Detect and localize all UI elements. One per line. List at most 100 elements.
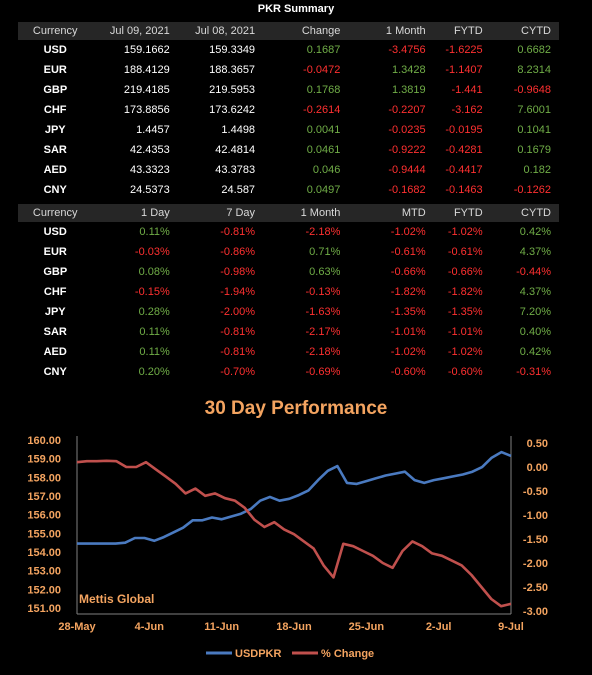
table-cell: -0.9222 <box>388 144 426 156</box>
column-header: 1 Month <box>385 25 426 37</box>
x-tick-label: 11-Jun <box>204 621 239 633</box>
table-cell: 7.20% <box>519 306 551 318</box>
currency-label: GBP <box>43 266 68 278</box>
currency-label: SAR <box>43 144 67 156</box>
table-cell: 0.1687 <box>306 44 341 56</box>
table-cell: -0.03% <box>134 246 170 258</box>
currency-label: CNY <box>43 184 67 196</box>
table-cell: -1.94% <box>220 286 256 298</box>
table-cell: -0.1682 <box>388 184 426 196</box>
column-header: 7 Day <box>226 207 256 219</box>
table-cell: -0.44% <box>516 266 551 278</box>
table-cell: 0.11% <box>139 346 170 358</box>
x-tick-label: 28-May <box>58 621 96 633</box>
pkr-performance-table: Currency 1 Day 7 Day 1 Month MTD FYTD CYTD USD 0… <box>18 204 559 382</box>
currency-label: EUR <box>43 246 67 258</box>
table-row: CNY 24.5373 24.587 0.0497 -0.1682 -0.1463 -0.1… <box>18 180 559 200</box>
table-cell: -0.70% <box>220 366 256 378</box>
y-left-tick-label: 159.00 <box>27 454 61 466</box>
column-header: CYTD <box>521 25 551 37</box>
table-cell: 1.3428 <box>392 64 426 76</box>
table-cell: 0.40% <box>519 326 551 338</box>
column-header: 1 Day <box>141 207 170 219</box>
table-cell: -1.1407 <box>445 64 483 76</box>
y-left-tick-label: 157.00 <box>27 491 61 503</box>
pkr-rates-table: Currency Jul 09, 2021 Jul 08, 2021 Change 1 … <box>18 22 559 200</box>
table-cell: 0.1679 <box>517 144 551 156</box>
table-cell: -0.4281 <box>445 144 483 156</box>
column-header: Jul 09, 2021 <box>109 25 170 37</box>
currency-label: CHF <box>43 104 67 116</box>
table-cell: 4.37% <box>519 286 551 298</box>
table-cell: 1.4457 <box>136 124 170 136</box>
table-cell: -1.441 <box>451 84 483 96</box>
table-cell: -0.60% <box>390 366 426 378</box>
table-cell: -2.17% <box>305 326 341 338</box>
currency-label: AED <box>43 164 67 176</box>
currency-label: JPY <box>44 124 66 136</box>
table-cell: 7.6001 <box>517 104 551 116</box>
table-cell: -0.0195 <box>445 124 483 136</box>
y-right-tick-label: 0.50 <box>527 438 548 450</box>
table-cell: -1.02% <box>447 226 483 238</box>
table-cell: 42.4814 <box>215 144 256 156</box>
table-cell: 8.2314 <box>517 64 551 76</box>
column-header: FYTD <box>453 25 483 37</box>
table-cell: -0.86% <box>220 246 256 258</box>
y-right-tick-label: -1.00 <box>523 510 548 522</box>
table-cell: 0.42% <box>519 346 551 358</box>
table-cell: -1.63% <box>305 306 341 318</box>
table-cell: -0.81% <box>220 346 256 358</box>
table-cell: 0.08% <box>138 266 170 278</box>
currency-label: GBP <box>43 84 68 96</box>
table-cell: -1.02% <box>447 346 483 358</box>
table-cell: -0.1262 <box>513 184 551 196</box>
table-cell: 0.28% <box>138 306 170 318</box>
table-cell: -2.18% <box>305 346 341 358</box>
legend-label-pct-change: % Change <box>321 648 374 660</box>
table-row: CHF -0.15% -1.94% -0.13% -1.82% -1.82% 4.37% <box>18 282 559 302</box>
column-header: 1 Month <box>300 207 341 219</box>
currency-label: EUR <box>43 64 67 76</box>
table-row: EUR 188.4129 188.3657 -0.0472 1.3428 -1.1407 8… <box>18 60 559 80</box>
y-left-tick-label: 152.00 <box>27 584 61 596</box>
column-header: Currency <box>32 25 78 37</box>
table-cell: -0.81% <box>220 326 256 338</box>
table-cell: -0.61% <box>390 246 426 258</box>
table-cell: 219.5953 <box>209 84 256 96</box>
table-cell: 0.42% <box>519 226 551 238</box>
series-line-pct-change <box>76 459 512 608</box>
column-header: FYTD <box>453 207 483 219</box>
x-tick-label: 9-Jul <box>498 621 524 633</box>
legend-label-usdpkr: USDPKR <box>235 648 282 660</box>
table-cell: -1.02% <box>390 346 426 358</box>
table-cell: 0.0041 <box>306 124 341 136</box>
table-cell: -1.35% <box>390 306 426 318</box>
table-cell: 42.4353 <box>130 144 170 156</box>
table-cell: -1.82% <box>447 286 483 298</box>
table-cell: -1.35% <box>447 306 483 318</box>
table-cell: 219.4185 <box>123 84 170 96</box>
table-header: Currency Jul 09, 2021 Jul 08, 2021 Change 1 … <box>18 22 559 40</box>
table-cell: -0.9648 <box>513 84 551 96</box>
table-row: CNY 0.20% -0.70% -0.69% -0.60% -0.60% -0.31% <box>18 362 559 382</box>
chart-title: 30 Day Performance <box>204 398 388 419</box>
table-cell: 43.3323 <box>130 164 170 176</box>
table-cell: 0.11% <box>139 226 170 238</box>
table-cell: -2.00% <box>220 306 256 318</box>
table-cell: 188.4129 <box>123 64 170 76</box>
y-left-tick-label: 156.00 <box>27 510 61 522</box>
table-cell: 1.4498 <box>221 124 256 136</box>
table-cell: 0.0497 <box>306 184 341 196</box>
table-cell: 0.0461 <box>306 144 341 156</box>
table-row: CHF 173.8856 173.6242 -0.2614 -0.2207 -3.162 7… <box>18 100 559 120</box>
table-cell: -3.4756 <box>388 44 426 56</box>
table-cell: -2.18% <box>305 226 341 238</box>
table-cell: -0.0472 <box>303 64 341 76</box>
table-cell: 0.1041 <box>517 124 551 136</box>
table-cell: 173.8856 <box>123 104 170 116</box>
y-right-tick-label: -2.50 <box>523 582 548 594</box>
currency-label: JPY <box>44 306 66 318</box>
table-row: EUR -0.03% -0.86% 0.71% -0.61% -0.61% 4.37% <box>18 242 559 262</box>
